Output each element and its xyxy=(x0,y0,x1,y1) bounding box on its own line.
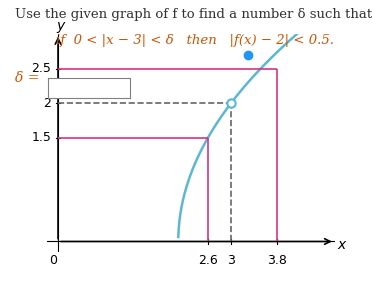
Text: 1.5: 1.5 xyxy=(31,131,51,144)
Text: 3.8: 3.8 xyxy=(267,254,287,267)
Text: 3: 3 xyxy=(227,254,235,267)
Text: 0: 0 xyxy=(49,254,57,267)
Text: 2: 2 xyxy=(43,97,51,110)
Text: if  0 < |x − 3| < δ   then   |f(x) − 2| < 0.5.: if 0 < |x − 3| < δ then |f(x) − 2| < 0.5… xyxy=(56,34,334,47)
Text: 2.6: 2.6 xyxy=(198,254,218,267)
Text: 2.5: 2.5 xyxy=(31,62,51,75)
Text: Use the given graph of f to find a number δ such that: Use the given graph of f to find a numbe… xyxy=(15,8,372,22)
Text: δ =: δ = xyxy=(15,71,39,85)
Text: x: x xyxy=(338,238,346,252)
Text: y: y xyxy=(57,19,65,33)
